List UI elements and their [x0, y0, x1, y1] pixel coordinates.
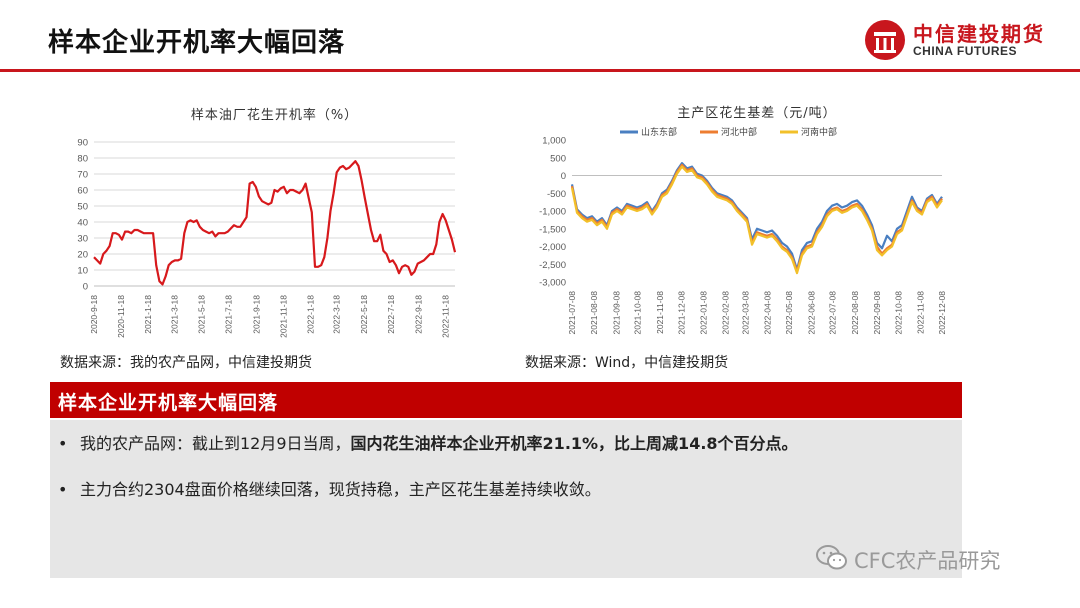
watermark-text: CFC农产品研究 [854, 549, 1001, 573]
y-tick-label: 40 [77, 218, 88, 229]
x-tick-label: 2022-9-18 [414, 295, 424, 334]
bullet1-prefix: 我的农产品网：截止到12月9日当周， [80, 434, 351, 453]
legend-label-1: 山东东部 [641, 126, 677, 138]
x-tick-label: 2022-06-08 [806, 291, 816, 335]
y-tick-label: -2,000 [539, 242, 566, 253]
x-tick-label: 2022-02-08 [721, 291, 731, 335]
y-tick-label: 0 [561, 171, 566, 182]
logo-mark-icon [865, 20, 905, 60]
series-line-1 [570, 161, 943, 271]
y-tick-label: -3,000 [539, 278, 566, 289]
x-tick-label: 2021-12-08 [676, 291, 686, 335]
x-tick-label: 2022-11-18 [441, 295, 451, 338]
company-logo: 中信建投期货 CHINA FUTURES [865, 18, 1065, 62]
x-tick-label: 2022-7-18 [386, 295, 396, 334]
bullet-glyph: • [58, 434, 68, 453]
y-tick-label: -2,500 [539, 260, 566, 271]
x-tick-label: 2022-07-08 [828, 291, 838, 335]
wechat-icon [816, 545, 847, 570]
x-tick-label: 2022-10-08 [893, 291, 903, 335]
x-tick-label: 2022-3-18 [332, 295, 342, 334]
y-tick-label: 0 [83, 282, 88, 293]
x-tick-label: 2022-04-08 [763, 291, 773, 335]
x-tick-label: 2022-12-08 [937, 291, 947, 335]
x-tick-label: 2021-11-18 [278, 295, 288, 338]
bullet2-text: 主力合约2304盘面价格继续回落，现货持稳，主产区花生基差持续收敛。 [80, 480, 601, 499]
x-tick-label: 2022-09-08 [872, 291, 882, 335]
operating-rate-chart: 样本油厂花生开机率（%） 0 10 20 30 40 50 60 70 80 90 2020-9-18… [77, 107, 457, 338]
x-tick-label: 2020-11-18 [116, 295, 126, 338]
x-tick-label: 2022-08-08 [850, 291, 860, 335]
series-line-2 [570, 163, 943, 273]
summary-panel: • 我的农产品网：截止到12月9日当周，国内花生油样本企业开机率21.1%，比上周… [50, 420, 962, 578]
y-tick-label: -1,500 [539, 224, 566, 235]
basis-chart: 主产区花生基差（元/吨） 1,000 500 0 -500 -1,000 -1,500 -2,… [539, 105, 947, 335]
section-banner-title: 样本企业开机率大幅回落 [58, 392, 279, 414]
x-tick-label: 2021-1-18 [143, 295, 153, 334]
left-chart-source: 数据来源：我的农产品网，中信建投期货 [60, 355, 312, 371]
x-tick-label: 2022-5-18 [359, 295, 369, 334]
y-tick-label: 90 [77, 138, 88, 149]
logo-text-en: CHINA FUTURES [913, 44, 1018, 58]
y-tick-label: 60 [77, 186, 88, 197]
x-tick-label: 2021-07-08 [567, 291, 577, 335]
x-tick-label: 2021-09-08 [611, 291, 621, 335]
page-title: 样本企业开机率大幅回落 [48, 28, 346, 58]
x-tick-label: 2021-9-18 [251, 295, 261, 334]
x-tick-label: 2022-11-08 [916, 291, 926, 334]
y-tick-label: -500 [547, 189, 566, 200]
x-tick-label: 2021-11-08 [655, 291, 665, 334]
legend-label-3: 河南中部 [801, 126, 837, 138]
x-tick-label: 2022-03-08 [741, 291, 751, 335]
y-tick-label: -1,000 [539, 207, 566, 218]
y-tick-label: 20 [77, 250, 88, 261]
x-tick-label: 2021-3-18 [169, 295, 179, 334]
chart-title: 样本油厂花生开机率（%） [191, 107, 358, 123]
y-tick-label: 80 [77, 154, 88, 165]
bullet-glyph: • [58, 480, 68, 499]
legend-label-2: 河北中部 [721, 126, 757, 138]
x-tick-label: 2020-9-18 [89, 295, 99, 334]
series-line-3 [570, 165, 943, 275]
chart-title: 主产区花生基差（元/吨） [677, 105, 836, 121]
x-tick-label: 2021-7-18 [224, 295, 234, 334]
bullet-operating-rate: • 我的农产品网：截止到12月9日当周，国内花生油样本企业开机率21.1%，比上周… [58, 430, 798, 454]
section-banner: 样本企业开机率大幅回落 [50, 382, 962, 418]
bullet-futures: • 主力合约2304盘面价格继续回落，现货持稳，主产区花生基差持续收敛。 [58, 476, 601, 500]
y-tick-label: 70 [77, 170, 88, 181]
x-tick-label: 2021-5-18 [197, 295, 207, 334]
y-tick-label: 1,000 [542, 136, 566, 147]
header-divider [0, 69, 1080, 72]
bullet1-highlight: 国内花生油样本企业开机率21.1%，比上周减14.8个百分点。 [350, 434, 798, 453]
y-tick-label: 30 [77, 234, 88, 245]
x-tick-label: 2021-10-08 [633, 291, 643, 335]
y-tick-label: 10 [77, 266, 88, 277]
x-tick-label: 2022-05-08 [784, 291, 794, 335]
y-tick-label: 50 [77, 202, 88, 213]
x-tick-label: 2022-1-18 [306, 295, 316, 334]
series-line-1 [93, 160, 457, 286]
x-tick-label: 2021-08-08 [589, 291, 599, 335]
right-chart-source: 数据来源：Wind，中信建投期货 [525, 355, 729, 371]
y-tick-label: 500 [550, 153, 566, 164]
logo-text-cn: 中信建投期货 [913, 22, 1045, 46]
x-tick-label: 2022-01-08 [698, 291, 708, 335]
